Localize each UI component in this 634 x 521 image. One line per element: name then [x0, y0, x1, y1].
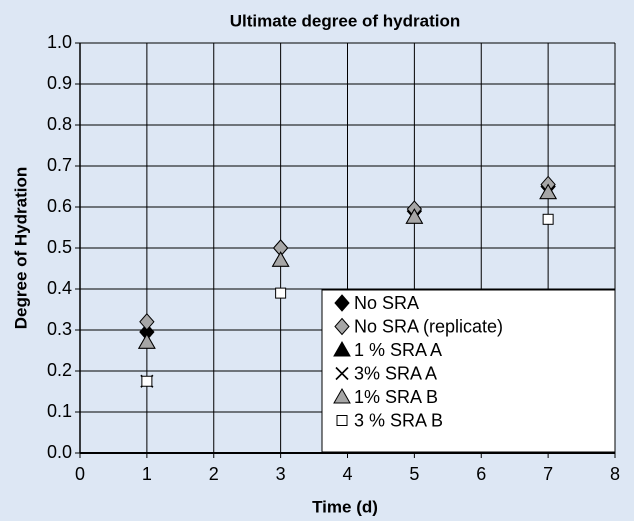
data-point — [542, 213, 554, 225]
legend-marker — [336, 415, 348, 426]
y-tick-label: 0.8 — [47, 114, 72, 134]
y-tick-label: 0.9 — [47, 73, 72, 93]
legend-label: 3% SRA A — [354, 363, 437, 383]
data-point — [141, 375, 153, 387]
y-tick-label: 1.0 — [47, 32, 72, 52]
x-tick-label: 3 — [276, 464, 286, 484]
legend-label: 3 % SRA B — [354, 410, 443, 430]
data-point — [271, 251, 290, 267]
legend-marker — [334, 294, 350, 312]
legend-label: 1 % SRA A — [354, 340, 442, 360]
y-tick-label: 0.7 — [47, 155, 72, 175]
x-tick-label: 0 — [75, 464, 85, 484]
data-point — [405, 208, 424, 224]
legend-label: 1% SRA B — [354, 387, 438, 407]
y-tick-label: 0.3 — [47, 319, 72, 339]
legend-marker — [334, 317, 350, 336]
y-tick-label: 0.6 — [47, 196, 72, 216]
data-point — [539, 183, 557, 200]
data-point — [139, 313, 155, 331]
y-tick-label: 0.2 — [47, 360, 72, 380]
legend-label: No SRA (replicate) — [354, 316, 503, 336]
x-axis-label: Time (d) — [312, 497, 378, 516]
legend-marker — [335, 366, 349, 381]
y-tick-label: 0.1 — [47, 401, 72, 421]
x-tick-label: 8 — [610, 464, 620, 484]
y-tick-label: 0.5 — [47, 237, 72, 257]
y-tick-label: 0.4 — [47, 278, 72, 298]
data-point — [138, 333, 156, 349]
x-tick-label: 2 — [209, 464, 219, 484]
legend-marker — [333, 340, 351, 357]
legend-label: No SRA — [354, 293, 419, 313]
data-point — [275, 287, 287, 299]
x-tick-label: 7 — [543, 464, 553, 484]
chart-title: Ultimate degree of hydration — [230, 11, 460, 30]
legend — [321, 289, 616, 453]
x-tick-label: 5 — [409, 464, 419, 484]
y-tick-label: 0.0 — [47, 442, 72, 462]
y-axis-label: Degree of Hydration — [11, 167, 30, 329]
x-tick-label: 1 — [142, 464, 152, 484]
x-tick-label: 4 — [342, 464, 352, 484]
legend-marker — [333, 387, 351, 404]
x-tick-label: 6 — [476, 464, 486, 484]
